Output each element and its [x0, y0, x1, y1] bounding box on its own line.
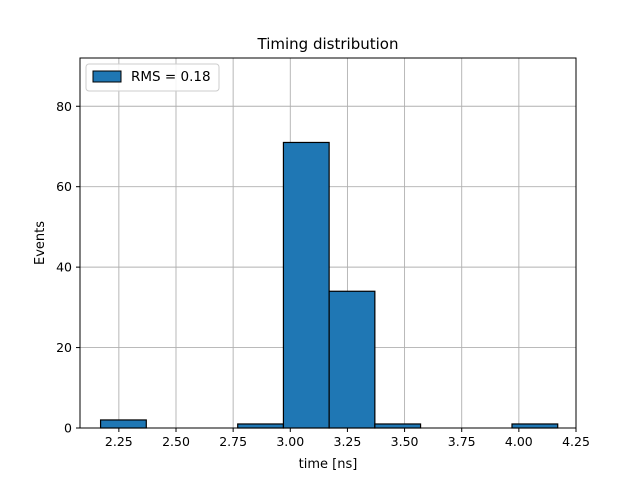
x-axis-label: time [ns] — [299, 457, 358, 472]
histogram-bar — [99, 419, 147, 429]
x-tick-label: 3.50 — [391, 434, 419, 449]
histogram-bar — [282, 141, 330, 429]
legend-label: RMS = 0.18 — [131, 69, 211, 85]
x-tick-label: 4.00 — [505, 434, 533, 449]
y-tick-label: 20 — [56, 340, 72, 355]
x-tick-label: 4.25 — [562, 434, 590, 449]
legend-swatch — [92, 70, 122, 83]
y-axis-label: Events — [33, 221, 48, 265]
x-axis-ticks: 2.25 2.50 2.75 3.00 3.25 3.50 3.75 4.00 4.25 — [105, 428, 590, 449]
histogram-bar — [511, 423, 559, 429]
histogram-bar — [328, 290, 376, 429]
histogram-bar — [237, 423, 285, 429]
x-tick-label: 2.75 — [219, 434, 247, 449]
x-tick-label: 3.75 — [448, 434, 476, 449]
plot-frame — [79, 57, 577, 429]
y-tick-label: 60 — [56, 179, 72, 194]
legend: RMS = 0.18 — [85, 63, 220, 92]
chart-title: Timing distribution — [257, 35, 399, 53]
x-tick-label: 2.50 — [162, 434, 190, 449]
x-tick-label: 2.25 — [105, 434, 133, 449]
bar-layer — [99, 141, 559, 429]
x-tick-label: 3.00 — [276, 434, 304, 449]
histogram-bar — [374, 423, 422, 429]
y-tick-label: 0 — [64, 421, 72, 436]
y-axis-ticks: 0 20 40 60 80 — [56, 99, 80, 436]
x-tick-label: 3.25 — [334, 434, 362, 449]
y-tick-label: 80 — [56, 99, 72, 114]
y-tick-label: 40 — [56, 260, 72, 275]
